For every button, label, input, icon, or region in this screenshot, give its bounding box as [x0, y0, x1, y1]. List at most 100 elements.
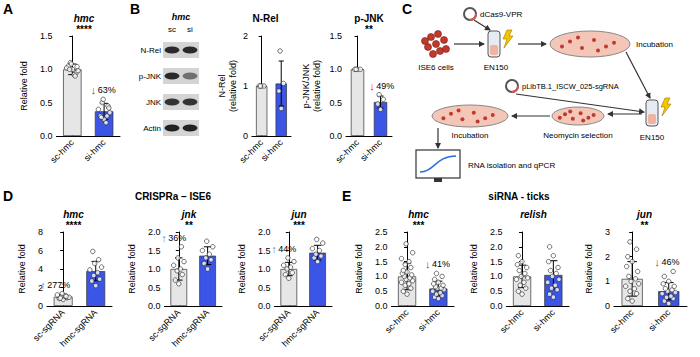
svg-text:hmc-sgRNA: hmc-sgRNA: [58, 307, 99, 348]
svg-text:(relative fold): (relative fold): [228, 60, 238, 112]
svg-text:41%: 41%: [432, 259, 450, 269]
svg-text:1.5: 1.5: [490, 257, 503, 267]
svg-text:hmc: hmc: [172, 12, 191, 22]
svg-text:dCas9-VPR: dCas9-VPR: [480, 10, 522, 19]
svg-text:si-hmc: si-hmc: [646, 307, 672, 333]
svg-text:jun: jun: [635, 209, 652, 220]
svg-text:4: 4: [38, 264, 43, 274]
svg-text:hmc: hmc: [74, 13, 95, 24]
svg-text:jnk: jnk: [180, 209, 197, 220]
svg-text:2.0: 2.0: [148, 227, 161, 237]
svg-text:↓: ↓: [425, 258, 431, 270]
svg-text:Actin: Actin: [143, 124, 161, 133]
svg-text:2.0: 2.0: [258, 227, 271, 237]
svg-text:0: 0: [243, 131, 248, 141]
svg-text:**: **: [641, 220, 649, 231]
svg-text:2.0: 2.0: [490, 242, 503, 252]
svg-text:**: **: [185, 220, 193, 231]
svg-text:1.0: 1.0: [148, 264, 161, 274]
svg-text:Relative fold: Relative fold: [17, 244, 27, 294]
svg-text:3: 3: [605, 227, 610, 237]
svg-text:44%: 44%: [278, 244, 296, 254]
svg-text:si-hmc: si-hmc: [358, 137, 384, 163]
svg-text:1: 1: [243, 81, 248, 91]
svg-text:↑: ↑: [40, 279, 46, 291]
svg-text:1.0: 1.0: [40, 64, 53, 74]
svg-text:0.0: 0.0: [375, 301, 388, 311]
svg-text:p-JNK/JNK: p-JNK/JNK: [301, 64, 311, 109]
svg-text:pLibTB.1_ISCW_025-sgRNA: pLibTB.1_ISCW_025-sgRNA: [522, 82, 619, 91]
svg-text:Incubation: Incubation: [636, 40, 673, 49]
svg-text:N-Rel: N-Rel: [217, 74, 227, 97]
svg-text:si-hmc: si-hmc: [82, 137, 108, 163]
svg-text:sc-hmc: sc-hmc: [48, 137, 76, 165]
svg-text:jun: jun: [290, 209, 307, 220]
svg-text:0.0: 0.0: [490, 301, 503, 311]
svg-text:Relative fold: Relative fold: [127, 244, 137, 294]
svg-text:277%: 277%: [47, 280, 70, 290]
svg-text:Relative fold: Relative fold: [237, 244, 247, 294]
svg-text:****: ****: [76, 24, 92, 35]
svg-text:si-hmc: si-hmc: [531, 307, 557, 333]
svg-text:Relative fold: Relative fold: [19, 61, 29, 111]
svg-text:si-hmc: si-hmc: [259, 137, 285, 163]
svg-text:49%: 49%: [376, 81, 394, 91]
svg-text:↓: ↓: [91, 84, 97, 96]
svg-text:0.5: 0.5: [148, 283, 161, 293]
svg-text:↓: ↓: [654, 256, 660, 268]
svg-text:sc-hmc: sc-hmc: [498, 307, 526, 335]
svg-text:Relative fold: Relative fold: [584, 244, 594, 294]
svg-text:↓: ↓: [369, 80, 375, 92]
svg-text:JNK: JNK: [146, 98, 162, 107]
svg-text:(relative fold): (relative fold): [312, 60, 322, 112]
svg-text:2: 2: [243, 31, 248, 41]
svg-text:↑: ↑: [161, 232, 167, 244]
svg-text:p-JNK: p-JNK: [354, 13, 384, 24]
svg-text:0.5: 0.5: [329, 98, 342, 108]
svg-text:RNA isolation and qPCR: RNA isolation and qPCR: [468, 161, 555, 170]
svg-text:Relative fold: Relative fold: [469, 244, 479, 294]
svg-text:1.0: 1.0: [490, 271, 503, 281]
svg-text:0: 0: [38, 301, 43, 311]
svg-text:1.0: 1.0: [329, 64, 342, 74]
svg-text:0.5: 0.5: [258, 283, 271, 293]
svg-text:***: ***: [293, 220, 305, 231]
svg-text:0.0: 0.0: [258, 301, 271, 311]
svg-text:sc-hmc: sc-hmc: [383, 307, 411, 335]
svg-text:N-Rel: N-Rel: [252, 13, 278, 24]
svg-text:EN150: EN150: [484, 63, 509, 72]
svg-text:1.5: 1.5: [40, 31, 53, 41]
svg-text:1.5: 1.5: [148, 246, 161, 256]
svg-text:0.5: 0.5: [490, 286, 503, 296]
svg-text:1.0: 1.0: [375, 271, 388, 281]
svg-text:sc-hmc: sc-hmc: [238, 137, 266, 165]
svg-text:2.5: 2.5: [490, 227, 503, 237]
svg-text:hmc: hmc: [63, 209, 84, 220]
svg-text:8: 8: [38, 227, 43, 237]
svg-text:1.0: 1.0: [258, 264, 271, 274]
svg-text:2.0: 2.0: [375, 242, 388, 252]
svg-text:hmc-sgRNA: hmc-sgRNA: [280, 307, 321, 348]
svg-text:36%: 36%: [168, 233, 186, 243]
svg-text:Neomycin selection: Neomycin selection: [543, 131, 612, 140]
svg-text:0.5: 0.5: [40, 98, 53, 108]
svg-text:****: ****: [66, 220, 82, 231]
svg-text:hmc: hmc: [408, 209, 429, 220]
svg-text:Relative fold: Relative fold: [354, 244, 364, 294]
svg-text:2.5: 2.5: [375, 227, 388, 237]
svg-text:↑: ↑: [271, 243, 277, 255]
svg-text:1.5: 1.5: [329, 31, 342, 41]
svg-text:1: 1: [605, 276, 610, 286]
svg-text:1.5: 1.5: [258, 246, 271, 256]
svg-text:63%: 63%: [98, 85, 116, 95]
svg-text:0.0: 0.0: [148, 301, 161, 311]
svg-text:EN150: EN150: [640, 133, 665, 142]
svg-text:sc: sc: [168, 25, 176, 34]
svg-text:si: si: [187, 25, 193, 34]
svg-text:1.5: 1.5: [375, 257, 388, 267]
svg-text:sc-hmc: sc-hmc: [608, 307, 636, 335]
svg-text:p-JNK: p-JNK: [139, 72, 162, 81]
svg-text:0.0: 0.0: [40, 131, 53, 141]
svg-text:N-Rel: N-Rel: [141, 46, 162, 55]
svg-text:***: ***: [413, 220, 425, 231]
